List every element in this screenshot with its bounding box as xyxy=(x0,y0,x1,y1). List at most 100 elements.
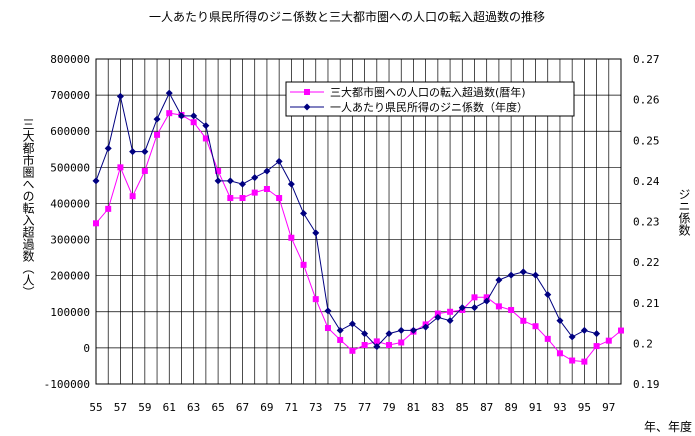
data-point xyxy=(544,335,551,342)
data-point xyxy=(336,326,344,334)
data-point xyxy=(569,357,576,364)
data-point xyxy=(275,157,283,165)
legend-label-1: 三大都市圏への人口の転入超過数(暦年) xyxy=(330,85,526,99)
data-point xyxy=(446,317,454,325)
data-point xyxy=(141,167,148,174)
data-point xyxy=(312,296,319,303)
x-axis: 55 57 59 61 63 65 67 69 71 73 75 77 79 81 83 85 87 89 91 93… xyxy=(89,401,615,414)
data-point xyxy=(483,294,490,301)
x-tick-label: 61 xyxy=(163,401,176,414)
data-point xyxy=(398,339,405,346)
y-right-tick-label: 0.19 xyxy=(633,378,660,391)
data-point xyxy=(495,303,502,310)
data-point xyxy=(568,333,576,341)
data-point xyxy=(227,195,234,202)
x-tick-label: 97 xyxy=(602,401,615,414)
y-right-tick-label: 0.25 xyxy=(633,134,660,147)
data-point xyxy=(593,343,600,350)
x-tick-label: 95 xyxy=(578,401,591,414)
data-point xyxy=(447,308,454,315)
x-tick-label: 89 xyxy=(504,401,517,414)
data-point xyxy=(129,148,137,156)
grid xyxy=(95,58,622,385)
data-point xyxy=(471,294,478,301)
data-point xyxy=(385,330,393,338)
data-point xyxy=(386,342,393,348)
data-point xyxy=(287,180,295,188)
x-tick-label: 65 xyxy=(211,401,224,414)
x-tick-label: 73 xyxy=(309,401,322,414)
legend-marker-2 xyxy=(303,103,311,111)
data-point xyxy=(202,135,209,142)
data-point xyxy=(324,307,332,315)
data-point xyxy=(519,268,527,276)
x-tick-label: 75 xyxy=(334,401,347,414)
data-point xyxy=(605,337,612,344)
y-left-tick-label: 400000 xyxy=(50,197,90,210)
data-point xyxy=(458,304,466,312)
data-point xyxy=(104,144,112,152)
data-point xyxy=(300,209,308,217)
data-point xyxy=(422,323,430,331)
x-tick-label: 85 xyxy=(456,401,469,414)
data-point xyxy=(507,271,515,279)
x-tick-label: 59 xyxy=(138,401,151,414)
data-point xyxy=(116,92,124,100)
y-axis-right-label: ジニ係数 xyxy=(677,188,691,237)
data-point xyxy=(373,343,381,351)
chart-title: 一人あたり県民所得のジニ係数と三大都市圏への人口の転入超過数の推移 xyxy=(149,9,545,24)
y-left-tick-label: 500000 xyxy=(50,161,90,174)
data-point xyxy=(593,330,601,338)
data-point xyxy=(129,193,136,200)
data-point xyxy=(508,306,515,313)
data-point xyxy=(214,177,222,185)
data-point xyxy=(288,234,295,241)
y-left-tick-label: 600000 xyxy=(50,125,90,138)
data-point xyxy=(337,336,344,343)
series-layer xyxy=(92,89,624,365)
x-tick-label: 79 xyxy=(382,401,395,414)
data-point xyxy=(117,164,124,171)
x-tick-label: 55 xyxy=(89,401,102,414)
data-point xyxy=(556,350,563,357)
data-point xyxy=(300,261,307,268)
data-point xyxy=(532,271,540,279)
data-point xyxy=(434,313,442,321)
y-right-tick-label: 0.22 xyxy=(633,256,660,269)
x-axis-label: 年、年度 xyxy=(644,419,692,434)
data-point xyxy=(251,174,259,182)
data-point xyxy=(532,323,539,330)
y-left-tick-label: 800000 xyxy=(50,53,90,66)
y-right-tick-label: 0.26 xyxy=(633,94,660,107)
data-point xyxy=(154,131,161,138)
data-point xyxy=(276,195,283,202)
data-point xyxy=(520,317,527,324)
data-point xyxy=(397,326,405,334)
y-left-tick-label: 700000 xyxy=(50,89,90,102)
data-point xyxy=(556,317,564,325)
data-point xyxy=(105,205,112,212)
data-point xyxy=(141,148,149,156)
data-point xyxy=(434,310,441,317)
x-tick-label: 77 xyxy=(358,401,371,414)
left-axis: 800000 700000 600000 500000 400000 300000 2000… xyxy=(44,53,90,391)
data-point xyxy=(190,112,198,120)
y-axis-left-label: 三大都市圏への転入超過数（人） xyxy=(21,118,35,298)
y-right-tick-label: 0.21 xyxy=(633,297,660,310)
data-point xyxy=(166,110,173,117)
series-1 xyxy=(93,110,624,365)
y-left-tick-label: 100000 xyxy=(50,306,90,319)
data-point xyxy=(177,112,185,120)
data-point xyxy=(373,338,380,345)
data-point xyxy=(361,342,368,348)
data-point xyxy=(239,195,246,202)
legend-label-2: 一人あたり県民所得のジニ係数（年度） xyxy=(330,100,528,114)
x-tick-label: 83 xyxy=(431,401,444,414)
y-right-tick-label: 0.23 xyxy=(633,216,660,229)
y-left-tick-label: 200000 xyxy=(50,270,90,283)
data-point xyxy=(361,330,369,338)
x-tick-label: 87 xyxy=(480,401,493,414)
data-point xyxy=(190,119,197,126)
data-point xyxy=(580,326,588,334)
